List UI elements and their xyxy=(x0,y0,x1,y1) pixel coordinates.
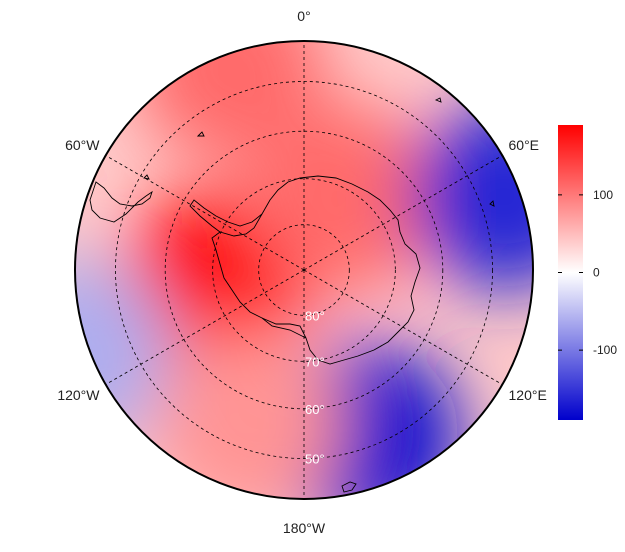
colorbar-ticks: 100 0 -100 xyxy=(558,188,617,357)
field-anomaly-4 xyxy=(410,101,533,292)
island-4 xyxy=(489,200,495,207)
colorbar: 100 0 -100 xyxy=(558,125,617,420)
island-1 xyxy=(196,131,205,137)
longitude-label: 60°W xyxy=(65,137,100,153)
new-zealand-coastline xyxy=(341,481,357,493)
meridian-60 xyxy=(303,155,503,271)
graticule xyxy=(105,41,503,499)
map-boundary xyxy=(74,40,534,500)
antarctica-coastline xyxy=(211,175,421,365)
longitude-label: 0° xyxy=(297,8,310,24)
latitude-label: 70° xyxy=(305,354,325,369)
meridian-120 xyxy=(303,269,503,385)
longitude-label: 60°E xyxy=(509,137,540,153)
colorbar-tick-label: -100 xyxy=(593,343,617,357)
latitude-circle-80 xyxy=(258,224,350,316)
island-2 xyxy=(143,174,150,180)
colorbar-tick-label: 0 xyxy=(593,266,600,280)
latitude-label: 80° xyxy=(305,308,325,323)
meridian-240 xyxy=(105,269,305,385)
field-anomaly-2 xyxy=(250,103,441,294)
latitude-label: 50° xyxy=(305,452,325,467)
ross-ice-shelf-coastline xyxy=(261,317,307,339)
island-3 xyxy=(434,97,442,103)
antarctic-peninsula-coastline xyxy=(189,199,263,233)
south-america-coastline xyxy=(89,181,153,223)
longitude-label: 180°W xyxy=(283,520,326,536)
anomaly-field xyxy=(75,41,533,499)
latitude-circle-70 xyxy=(212,178,396,362)
field-anomaly-7 xyxy=(153,328,344,499)
longitude-label: 120°W xyxy=(57,387,100,403)
longitude-label: 120°E xyxy=(509,387,547,403)
coastlines xyxy=(89,97,495,493)
latitude-labels: 80° 70° 60° 50° xyxy=(305,308,325,466)
field-anomaly-3 xyxy=(135,41,326,164)
meridian-300 xyxy=(105,155,305,271)
latitude-label: 60° xyxy=(305,402,325,417)
colorbar-gradient xyxy=(558,125,583,420)
longitude-labels: 0° 60°W 60°E 120°W 120°E 180°W xyxy=(57,8,546,536)
colorbar-tick-label: 100 xyxy=(593,188,613,202)
